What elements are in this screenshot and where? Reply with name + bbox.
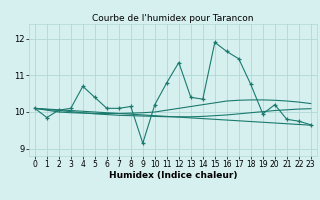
X-axis label: Humidex (Indice chaleur): Humidex (Indice chaleur) [108,171,237,180]
Title: Courbe de l'humidex pour Tarancon: Courbe de l'humidex pour Tarancon [92,14,253,23]
